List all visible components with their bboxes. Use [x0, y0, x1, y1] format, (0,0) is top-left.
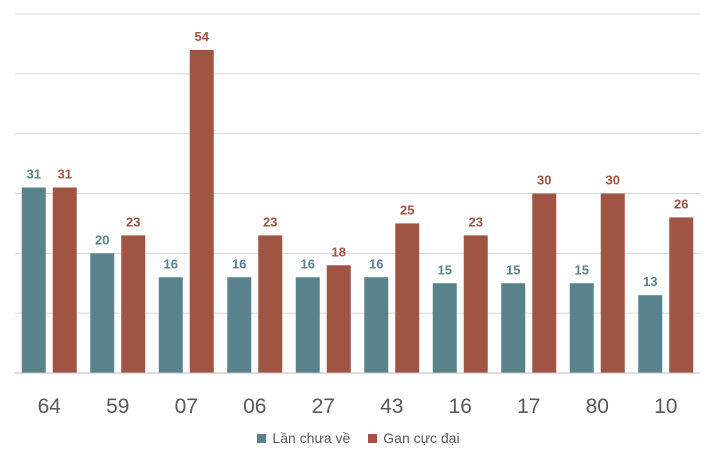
data-label-series-1-59: 20 [95, 232, 109, 247]
data-label-series-1-43: 16 [369, 256, 383, 271]
data-label-series-1-80: 15 [575, 262, 589, 277]
data-label-series-2-10: 26 [674, 196, 688, 211]
bar-series-1-27[interactable] [295, 277, 320, 373]
legend: Lần chưa về Gan cực đại [0, 430, 717, 446]
data-label-series-1-07: 16 [164, 256, 178, 271]
data-label-series-2-17: 30 [537, 173, 551, 188]
legend-swatch-series-1 [257, 433, 267, 443]
x-tick-label-43: 43 [380, 395, 403, 418]
x-tick-label-59: 59 [106, 395, 129, 418]
x-tick-label-07: 07 [175, 395, 198, 418]
bar-series-1-10[interactable] [638, 295, 663, 373]
data-label-series-2-07: 54 [195, 29, 210, 44]
bar-series-2-10[interactable] [669, 217, 694, 373]
x-tick-label-10: 10 [654, 395, 677, 418]
bar-series-2-59[interactable] [121, 235, 146, 373]
data-label-series-1-17: 15 [506, 262, 520, 277]
bar-series-2-27[interactable] [326, 265, 351, 373]
legend-label-series-2: Gan cực đại [383, 430, 460, 446]
data-label-series-2-59: 23 [126, 214, 140, 229]
data-label-series-1-16: 15 [438, 262, 452, 277]
data-label-series-2-64: 31 [58, 167, 72, 182]
x-tick-label-80: 80 [586, 395, 609, 418]
x-tick-label-17: 17 [517, 395, 540, 418]
bar-series-2-80[interactable] [600, 193, 625, 374]
data-label-series-2-80: 30 [606, 173, 620, 188]
legend-label-series-1: Lần chưa về [272, 430, 351, 446]
data-label-series-1-06: 16 [232, 256, 246, 271]
x-axis: 64 59 07 06 27 43 16 17 80 10 [15, 372, 700, 418]
value-labels: 31 31 20 23 16 54 16 23 16 18 16 25 15 23 15 30 15 30 13 26 [27, 29, 689, 289]
bar-series-1-64[interactable] [21, 187, 46, 373]
bar-series-2-43[interactable] [395, 223, 420, 373]
bar-series-1-07[interactable] [158, 277, 183, 373]
data-label-series-2-43: 25 [400, 202, 414, 217]
x-tick-label-16: 16 [449, 395, 472, 418]
bar-series-2-64[interactable] [52, 187, 77, 373]
legend-item-series-1[interactable]: Lần chưa về [257, 430, 350, 446]
bar-series-2-06[interactable] [258, 235, 283, 373]
bar-chart: 31 31 20 23 16 54 16 23 16 18 16 25 15 23 15 30 15 30 13 26… [15, 13, 700, 418]
bar-series-2-16[interactable] [463, 235, 488, 373]
data-label-series-1-64: 31 [27, 167, 41, 182]
data-label-series-2-16: 23 [469, 214, 483, 229]
bar-series-1-16[interactable] [432, 283, 457, 373]
bar-series-1-17[interactable] [501, 283, 526, 373]
data-label-series-2-27: 18 [332, 244, 346, 259]
bar-series-1-80[interactable] [569, 283, 594, 373]
data-label-series-2-06: 23 [263, 214, 277, 229]
data-label-series-1-27: 16 [301, 256, 315, 271]
data-label-series-1-10: 13 [643, 274, 657, 289]
gridlines [15, 13, 700, 314]
bar-series-2-17[interactable] [532, 193, 557, 374]
bar-series-1-43[interactable] [364, 277, 389, 373]
bars [21, 49, 694, 374]
bar-series-2-07[interactable] [189, 49, 214, 374]
legend-item-series-2[interactable]: Gan cực đại [368, 430, 460, 446]
bar-series-1-59[interactable] [90, 253, 115, 373]
x-tick-label-64: 64 [38, 395, 62, 418]
bar-series-1-06[interactable] [227, 277, 252, 373]
legend-swatch-series-2 [368, 433, 378, 443]
x-tick-label-27: 27 [312, 395, 335, 418]
x-tick-label-06: 06 [243, 395, 266, 418]
